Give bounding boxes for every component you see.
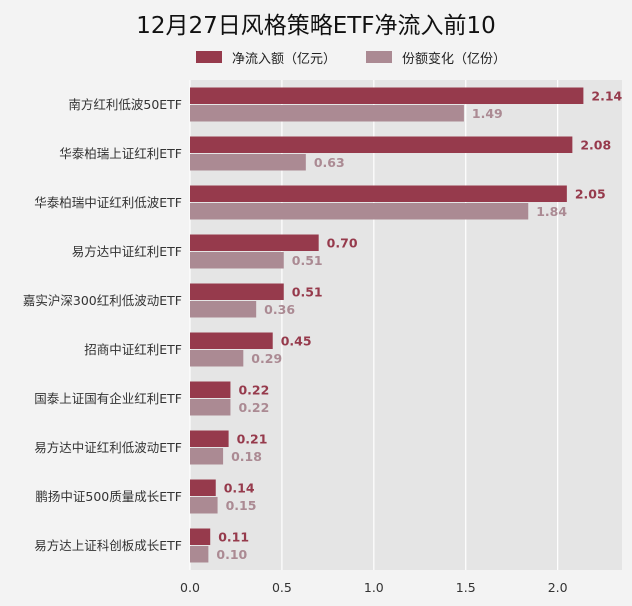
x-tick-label: 0.0	[180, 580, 200, 595]
legend-label-shares: 份额变化（亿份）	[402, 51, 507, 67]
category-label: 国泰上证国有企业红利ETF	[34, 391, 182, 406]
value-label-share-change: 1.84	[536, 204, 567, 219]
bar-share-change	[190, 252, 284, 269]
legend-swatch-inflow	[196, 51, 222, 63]
value-label-inflow: 0.11	[218, 530, 249, 545]
category-label: 易方达中证红利ETF	[72, 244, 182, 259]
chart-title: 12月27日风格策略ETF净流入前10	[136, 13, 496, 39]
value-label-inflow: 2.08	[580, 138, 611, 153]
bar-inflow	[190, 283, 284, 300]
value-label-share-change: 0.63	[314, 155, 345, 170]
legend-label-inflow: 净流入额（亿元）	[232, 51, 337, 67]
category-label: 易方达中证红利低波动ETF	[34, 440, 182, 455]
bar-share-change	[190, 497, 218, 514]
bar-share-change	[190, 448, 224, 465]
legend-swatch-shares	[366, 51, 393, 63]
value-label-share-change: 0.29	[251, 351, 282, 366]
value-label-inflow: 2.14	[591, 89, 622, 104]
category-label: 鹏扬中证500质量成长ETF	[35, 489, 182, 504]
bar-inflow	[190, 87, 584, 104]
bar-share-change	[190, 154, 306, 171]
bar-inflow	[190, 185, 567, 202]
value-label-inflow: 0.51	[292, 285, 323, 300]
bar-share-change	[190, 301, 257, 318]
value-label-inflow: 0.45	[281, 334, 312, 349]
category-label: 华泰柏瑞上证红利ETF	[59, 146, 182, 161]
value-label-inflow: 0.22	[238, 383, 269, 398]
value-label-share-change: 0.15	[226, 498, 257, 513]
category-label: 南方红利低波50ETF	[68, 97, 182, 112]
bar-inflow	[190, 430, 229, 447]
value-label-share-change: 1.49	[472, 106, 503, 121]
bar-inflow	[190, 528, 211, 545]
bar-inflow	[190, 136, 573, 153]
value-label-share-change: 0.10	[216, 547, 247, 562]
value-label-inflow: 0.70	[327, 236, 358, 251]
category-label: 易方达上证科创板成长ETF	[34, 538, 182, 553]
bar-share-change	[190, 105, 464, 122]
x-tick-label: 1.5	[456, 580, 476, 595]
x-tick-label: 0.5	[272, 580, 292, 595]
value-label-share-change: 0.22	[238, 400, 269, 415]
bar-share-change	[190, 350, 244, 367]
value-label-inflow: 0.14	[224, 481, 255, 496]
value-label-inflow: 2.05	[575, 187, 606, 202]
value-label-inflow: 0.21	[237, 432, 268, 447]
x-tick-label: 1.0	[364, 580, 384, 595]
bar-share-change	[190, 203, 529, 220]
legend-item-inflow: 净流入额（亿元）	[196, 48, 336, 67]
value-label-share-change: 0.18	[231, 449, 262, 464]
bar-share-change	[190, 546, 209, 563]
legend-item-shares: 份额变化（亿份）	[366, 48, 506, 67]
category-label: 嘉实沪深300红利低波动ETF	[23, 293, 182, 308]
bar-inflow	[190, 479, 216, 496]
bar-inflow	[190, 381, 231, 398]
bar-inflow	[190, 332, 273, 349]
category-label: 招商中证红利ETF	[84, 342, 182, 357]
value-label-share-change: 0.36	[264, 302, 295, 317]
category-label: 华泰柏瑞中证红利低波ETF	[34, 195, 182, 210]
bar-inflow	[190, 234, 319, 251]
bar-share-change	[190, 399, 231, 416]
value-label-share-change: 0.51	[292, 253, 323, 268]
x-tick-label: 2.0	[548, 580, 568, 595]
legend: 净流入额（亿元） 份额变化（亿份）	[196, 48, 536, 67]
